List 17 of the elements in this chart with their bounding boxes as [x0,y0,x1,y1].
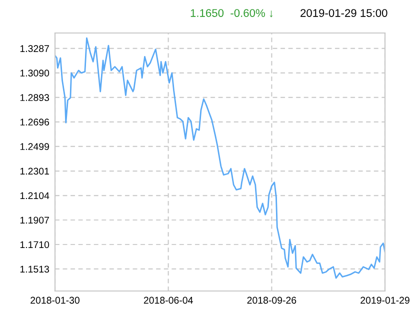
x-tick-label: 2018-09-26 [247,296,296,304]
y-tick-label: 1.2696 [20,118,50,126]
y-tick-label: 1.2893 [20,94,50,102]
y-tick-label: 1.1907 [20,216,49,224]
y-tick-label: 1.3287 [20,45,49,52]
chart-subtitle: 1.1650 -0.60% ↓ [190,9,273,18]
x-tick-label: 2019-01-29 [360,296,410,304]
y-tick-label: 1.2301 [20,168,49,175]
text: 2019-01-29 15:00 [300,9,388,17]
x-tick-label: 2018-01-30 [30,296,80,304]
y-tick-label: 1.1513 [20,266,50,273]
y-tick-label: 1.3090 [20,70,50,77]
y-tick-label: 1.1710 [20,241,50,248]
x-tick-label: 2018-06-04 [144,296,193,304]
line-series [55,37,385,279]
y-tick-label: 1.2499 [20,143,49,150]
y-tick-label: 1.2104 [20,192,50,200]
